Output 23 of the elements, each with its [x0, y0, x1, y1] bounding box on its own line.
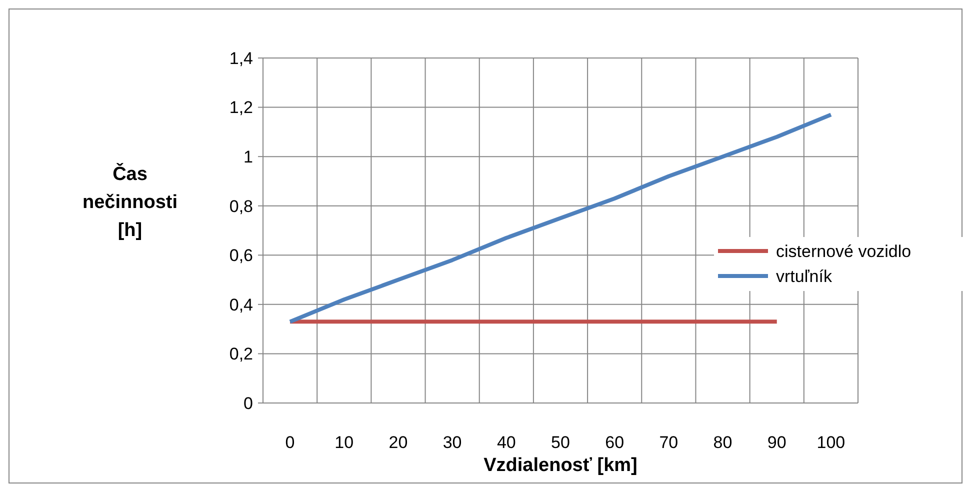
x-tick-label: 70	[659, 433, 678, 452]
x-tick-label: 40	[496, 433, 516, 452]
x-tick-label: 100	[816, 433, 846, 452]
x-tick-label: 50	[551, 433, 570, 452]
y-tick-label: 0,8	[229, 196, 253, 216]
x-tick-label: 60	[605, 433, 624, 452]
x-tick-label: 90	[767, 433, 786, 452]
legend-label: vrtuľník	[776, 266, 832, 286]
y-tick-label: 1,2	[229, 98, 253, 118]
y-axis-title: Čas nečinnosti [h]	[82, 162, 178, 241]
x-tick-label: 30	[442, 433, 462, 452]
legend-label: cisternové vozidlo	[776, 242, 912, 261]
y-tick-label: 0	[244, 394, 253, 413]
x-axis-title: Vzdialenosť [km]	[484, 455, 638, 476]
x-tick-label: 80	[713, 433, 732, 452]
x-tick-label: 20	[388, 433, 408, 452]
x-tick-label: 10	[334, 433, 354, 452]
y-tick-label: 0,6	[229, 246, 253, 266]
y-tick-label: 1,4	[229, 48, 253, 68]
y-tick-label: 1	[244, 148, 253, 167]
y-tick-label: 0,2	[229, 344, 253, 364]
y-tick-label: 0,4	[229, 295, 253, 314]
x-tick-label: 0	[285, 433, 295, 452]
